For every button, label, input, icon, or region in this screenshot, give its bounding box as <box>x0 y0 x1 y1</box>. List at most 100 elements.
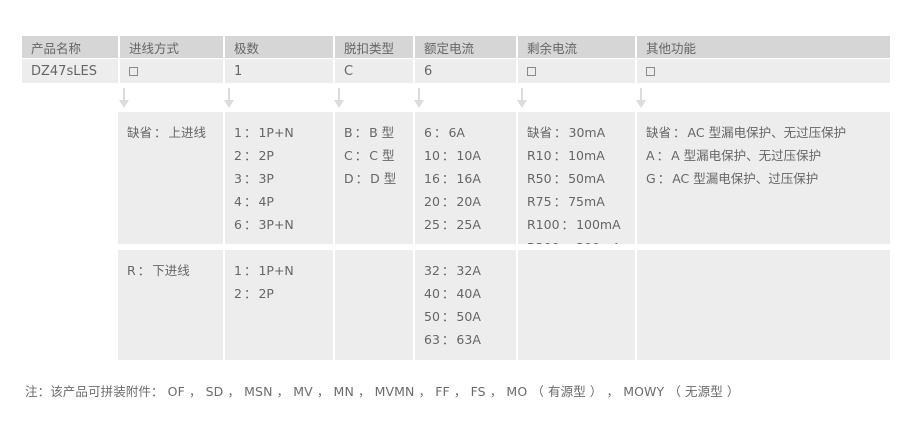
option-separator: ： <box>553 148 567 163</box>
options-cell-group_bottom-2: 1： 1P+N 2： 2P <box>223 250 333 360</box>
option-item: 1： 1P+N <box>234 121 333 144</box>
option-separator: ： <box>441 171 455 186</box>
option-description: 300mA <box>576 240 621 244</box>
placeholder-box-icon <box>646 66 655 76</box>
option-key: R300 <box>527 240 560 244</box>
option-key: 6 <box>424 125 432 140</box>
option-item: R10： 10mA <box>527 144 635 167</box>
option-separator: ： <box>656 148 670 163</box>
option-key: 3 <box>234 171 242 186</box>
option-description: AC 型漏电保护、无过压保护 <box>687 125 847 140</box>
option-key: R50 <box>527 171 552 186</box>
option-separator: ： <box>433 125 447 140</box>
option-item: R75： 75mA <box>527 190 635 213</box>
option-separator: ： <box>441 148 455 163</box>
down-arrow-icon <box>223 88 234 108</box>
option-item: 6： 6A <box>424 121 516 144</box>
option-separator: ： <box>441 332 455 347</box>
down-arrow-icon <box>516 88 527 108</box>
option-separator: ： <box>553 171 567 186</box>
option-key: B <box>344 125 353 140</box>
down-arrow-icon <box>635 88 646 108</box>
option-separator: ： <box>243 286 257 301</box>
option-description: 16A <box>456 171 481 186</box>
option-separator: ： <box>243 263 257 278</box>
options-cell-group_bottom-3 <box>333 250 413 360</box>
option-description: 40A <box>456 286 481 301</box>
options-cell-group_bottom-6 <box>635 250 890 360</box>
column-header-1: 产品名称 <box>31 40 82 56</box>
option-description: 2P <box>258 148 274 163</box>
option-description: 100mA <box>576 217 621 232</box>
option-description: 1P+N <box>258 125 294 140</box>
option-separator: ： <box>673 125 686 140</box>
option-separator: ： <box>243 217 257 232</box>
option-description: 2P <box>258 286 274 301</box>
option-key: 50 <box>424 309 440 324</box>
options-cell-group_top-4: 6： 6A 10： 10A 16： 16A 20： 20A 25： 25A <box>413 112 516 244</box>
option-key: D <box>344 171 354 186</box>
option-description: 20A <box>456 194 481 209</box>
placeholder-box-icon <box>527 66 536 76</box>
option-key: R100 <box>527 217 560 232</box>
option-key: 1 <box>234 125 242 140</box>
option-separator: ： <box>243 148 257 163</box>
option-separator: ： <box>441 286 455 301</box>
option-item: 16： 16A <box>424 167 516 190</box>
column-value-5: 6 <box>413 59 516 83</box>
option-key: R10 <box>527 148 552 163</box>
option-separator: ： <box>561 217 575 232</box>
option-key: 40 <box>424 286 440 301</box>
column-value-4: C <box>333 59 413 83</box>
options-cell-group_top-5: 缺省： 30mA R10： 10mA R50： 50mA R75： 75mA R100： 100m… <box>516 112 635 244</box>
options-cell-group_top-6: 缺省： AC 型漏电保护、无过压保护 A： A 型漏电保护、无过压保护 G： AC 型漏电… <box>635 112 890 244</box>
option-item: B： B 型 <box>344 121 413 144</box>
option-separator: ： <box>243 194 257 209</box>
option-separator: ： <box>354 148 368 163</box>
option-item: 4： 4P <box>234 190 333 213</box>
option-description: 50mA <box>568 171 605 186</box>
option-description: 25A <box>456 217 481 232</box>
option-item: 63： 63A <box>424 328 516 351</box>
option-separator: ： <box>554 125 567 140</box>
option-item: 缺省： 30mA <box>527 121 635 144</box>
options-cell-group_bottom-5 <box>516 250 635 360</box>
option-item: 40： 40A <box>424 282 516 305</box>
option-item: 3： 3P <box>234 167 333 190</box>
option-separator: ： <box>657 171 671 186</box>
option-description: 4P <box>258 194 274 209</box>
option-item: 2： 2P <box>234 144 333 167</box>
option-description: 75mA <box>568 194 605 209</box>
option-description: 10mA <box>568 148 605 163</box>
option-key: 63 <box>424 332 440 347</box>
option-item: 25： 25A <box>424 213 516 236</box>
down-arrow-icon <box>118 88 129 108</box>
option-item: R：下进线 <box>127 259 223 282</box>
option-item: D： D 型 <box>344 167 413 190</box>
option-key: 1 <box>234 263 242 278</box>
option-description: 32A <box>456 263 481 278</box>
option-key: G <box>646 171 656 186</box>
option-item: 10： 10A <box>424 144 516 167</box>
column-value-3: 1 <box>223 59 333 83</box>
option-item: C： C 型 <box>344 144 413 167</box>
option-key: 4 <box>234 194 242 209</box>
option-key: R <box>127 263 136 278</box>
option-description: 3P+N <box>258 217 294 232</box>
option-key: 2 <box>234 148 242 163</box>
option-separator: ： <box>441 263 455 278</box>
option-description: 3P <box>258 171 274 186</box>
option-separator: ： <box>354 125 368 140</box>
option-description: 下进线 <box>152 263 190 278</box>
option-item: R50： 50mA <box>527 167 635 190</box>
column-value-6 <box>516 59 635 83</box>
options-cell-group_top-3: B： B 型 C： C 型 D： D 型 <box>333 112 413 244</box>
option-description: B 型 <box>369 125 395 140</box>
option-item: 缺省：上进线 <box>127 121 223 144</box>
option-item: R100： 100mA <box>527 213 635 236</box>
option-description: 30mA <box>568 125 606 140</box>
option-key: 16 <box>424 171 440 186</box>
down-arrow-icon <box>413 88 424 108</box>
column-header-4: 脱扣类型 <box>333 36 413 58</box>
